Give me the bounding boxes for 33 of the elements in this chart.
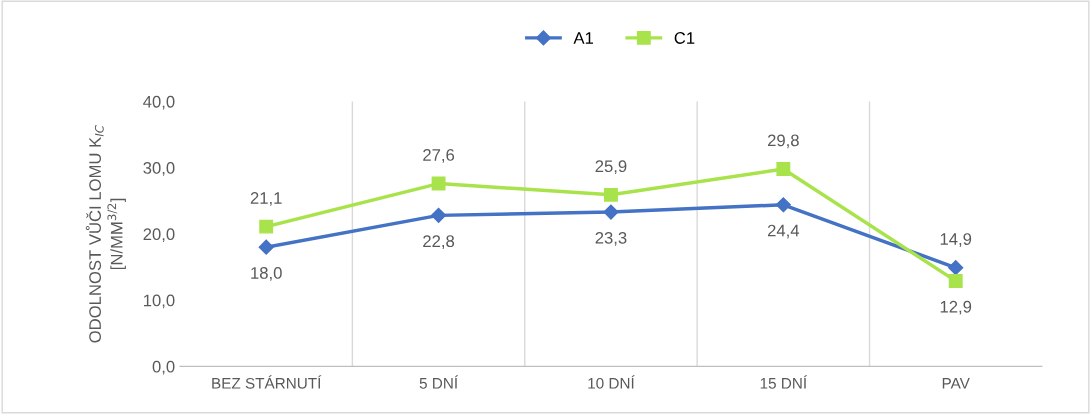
point (431, 207, 447, 223)
legend-label: A1 (573, 32, 594, 44)
data-label: 22,8 (423, 235, 455, 250)
data-label: 23,3 (595, 231, 627, 246)
data-label: 18,0 (251, 267, 282, 281)
text: ODOLNOST VŮČI LOMU K$_{IC}$ [N/MM$^{3/2}$] (85, 125, 126, 343)
data-label: 24,4 (767, 224, 800, 239)
data-label: 29,8 (767, 134, 799, 149)
x-tick-label: BEZ STÁRNUTÍ (212, 375, 322, 389)
x-tick-label: PAV (942, 378, 970, 389)
data-label: 12,9 (940, 300, 972, 315)
point (948, 260, 964, 276)
y-tick-label: 10,0 (143, 294, 175, 309)
x-tick-label: 15 DNÍ (760, 375, 808, 389)
point (431, 176, 446, 191)
y-tick-label: 40,0 (143, 95, 175, 110)
data-label: 14,9 (940, 233, 972, 247)
point (259, 219, 274, 234)
point (603, 204, 619, 220)
point (258, 239, 274, 255)
data-label: 25,9 (595, 160, 627, 175)
point (776, 162, 791, 176)
point (948, 273, 963, 288)
data-label: 21,1 (250, 192, 282, 206)
x-tick-label: 5 DNÍ (419, 375, 459, 389)
y-tick-label: 30,0 (143, 162, 175, 176)
y-tick-label: 0,0 (152, 360, 175, 375)
data-label: 27,6 (423, 149, 455, 163)
x-tick-label: 10 DNÍ (588, 375, 635, 389)
y-tick-label: 20,0 (143, 228, 175, 243)
legend-label: C1 (674, 32, 695, 44)
point (775, 197, 791, 213)
point (604, 187, 618, 202)
